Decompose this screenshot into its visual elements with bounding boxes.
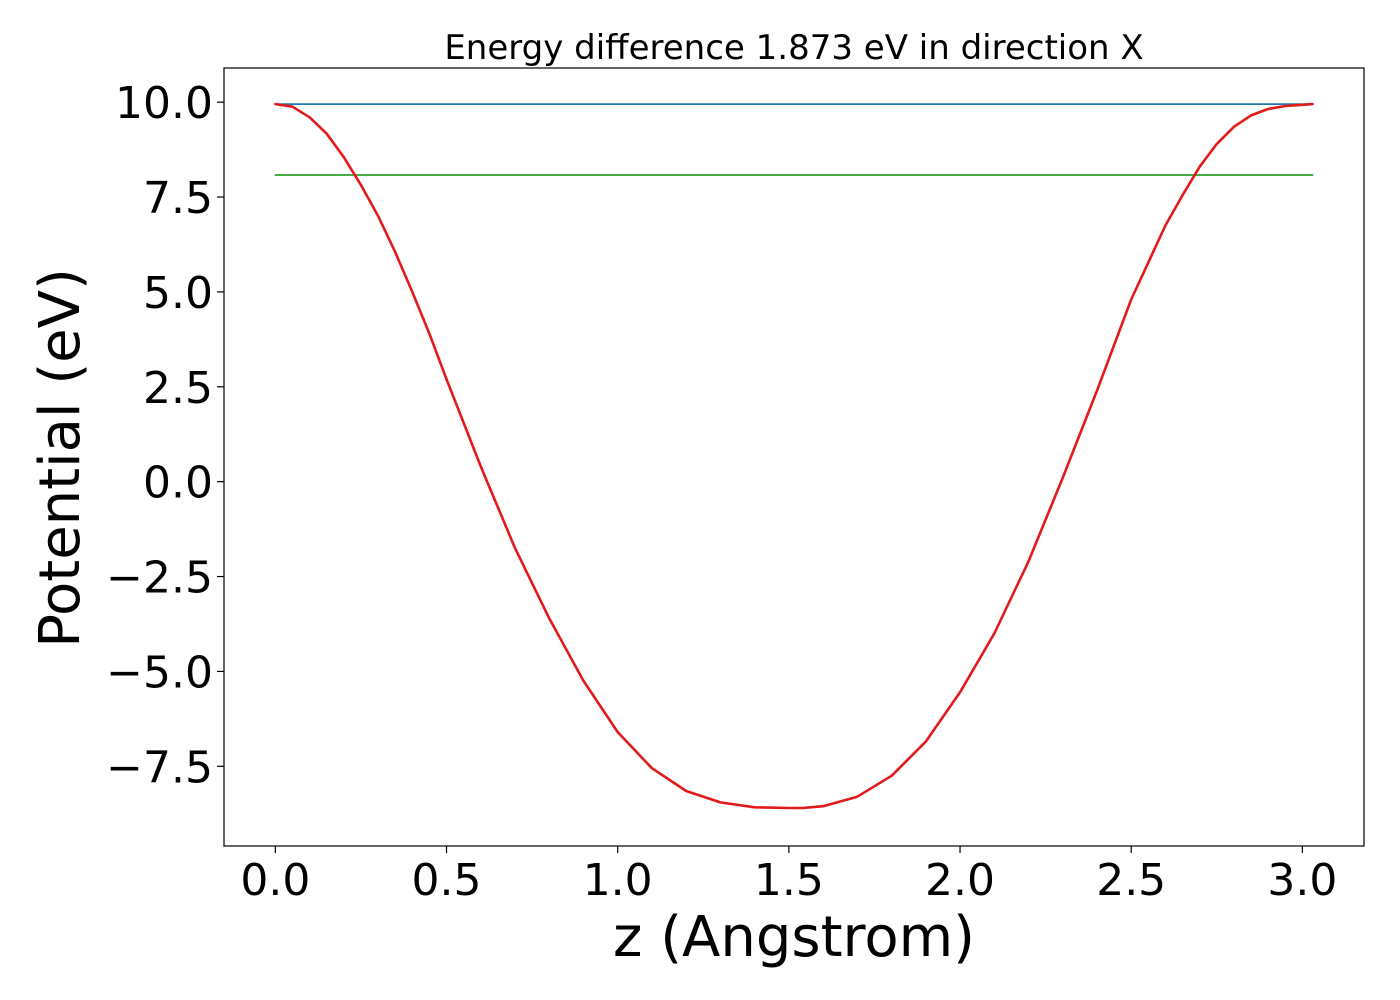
y-tick-label: 0.0	[143, 458, 213, 509]
plot-area	[274, 102, 1314, 810]
x-tick-label: 2.5	[1096, 855, 1166, 906]
axes-frame	[223, 67, 1365, 847]
x-tick-label: 2.0	[925, 855, 995, 906]
y-tick-label: 7.5	[143, 173, 213, 224]
y-tick-label: 5.0	[143, 268, 213, 319]
y-axis-label: Potential (eV)	[28, 268, 93, 648]
x-tick-label: 1.0	[583, 855, 653, 906]
chart-title: Energy difference 1.873 eV in direction …	[444, 28, 1143, 68]
x-tick-label: 0.5	[412, 855, 482, 906]
y-axis-ticks: 10.0 7.5 5.0 2.5 0.0 −2.5 −5.0 −7.5	[106, 78, 224, 793]
x-tick-label: 3.0	[1267, 855, 1337, 906]
y-tick-label: 2.5	[143, 363, 213, 414]
series-line-3	[274, 102, 1314, 810]
x-tick-label: 0.0	[240, 855, 310, 906]
y-tick-label: −5.0	[106, 647, 213, 698]
x-tick-label: 1.5	[754, 855, 824, 906]
x-axis-ticks: 0.0 0.5 1.0 1.5 2.0 2.5 3.0	[240, 846, 1337, 906]
x-axis-label: z (Angstrom)	[613, 905, 975, 970]
y-tick-label: −2.5	[106, 553, 213, 604]
y-tick-label: 10.0	[115, 78, 213, 129]
y-tick-label: −7.5	[106, 742, 213, 793]
